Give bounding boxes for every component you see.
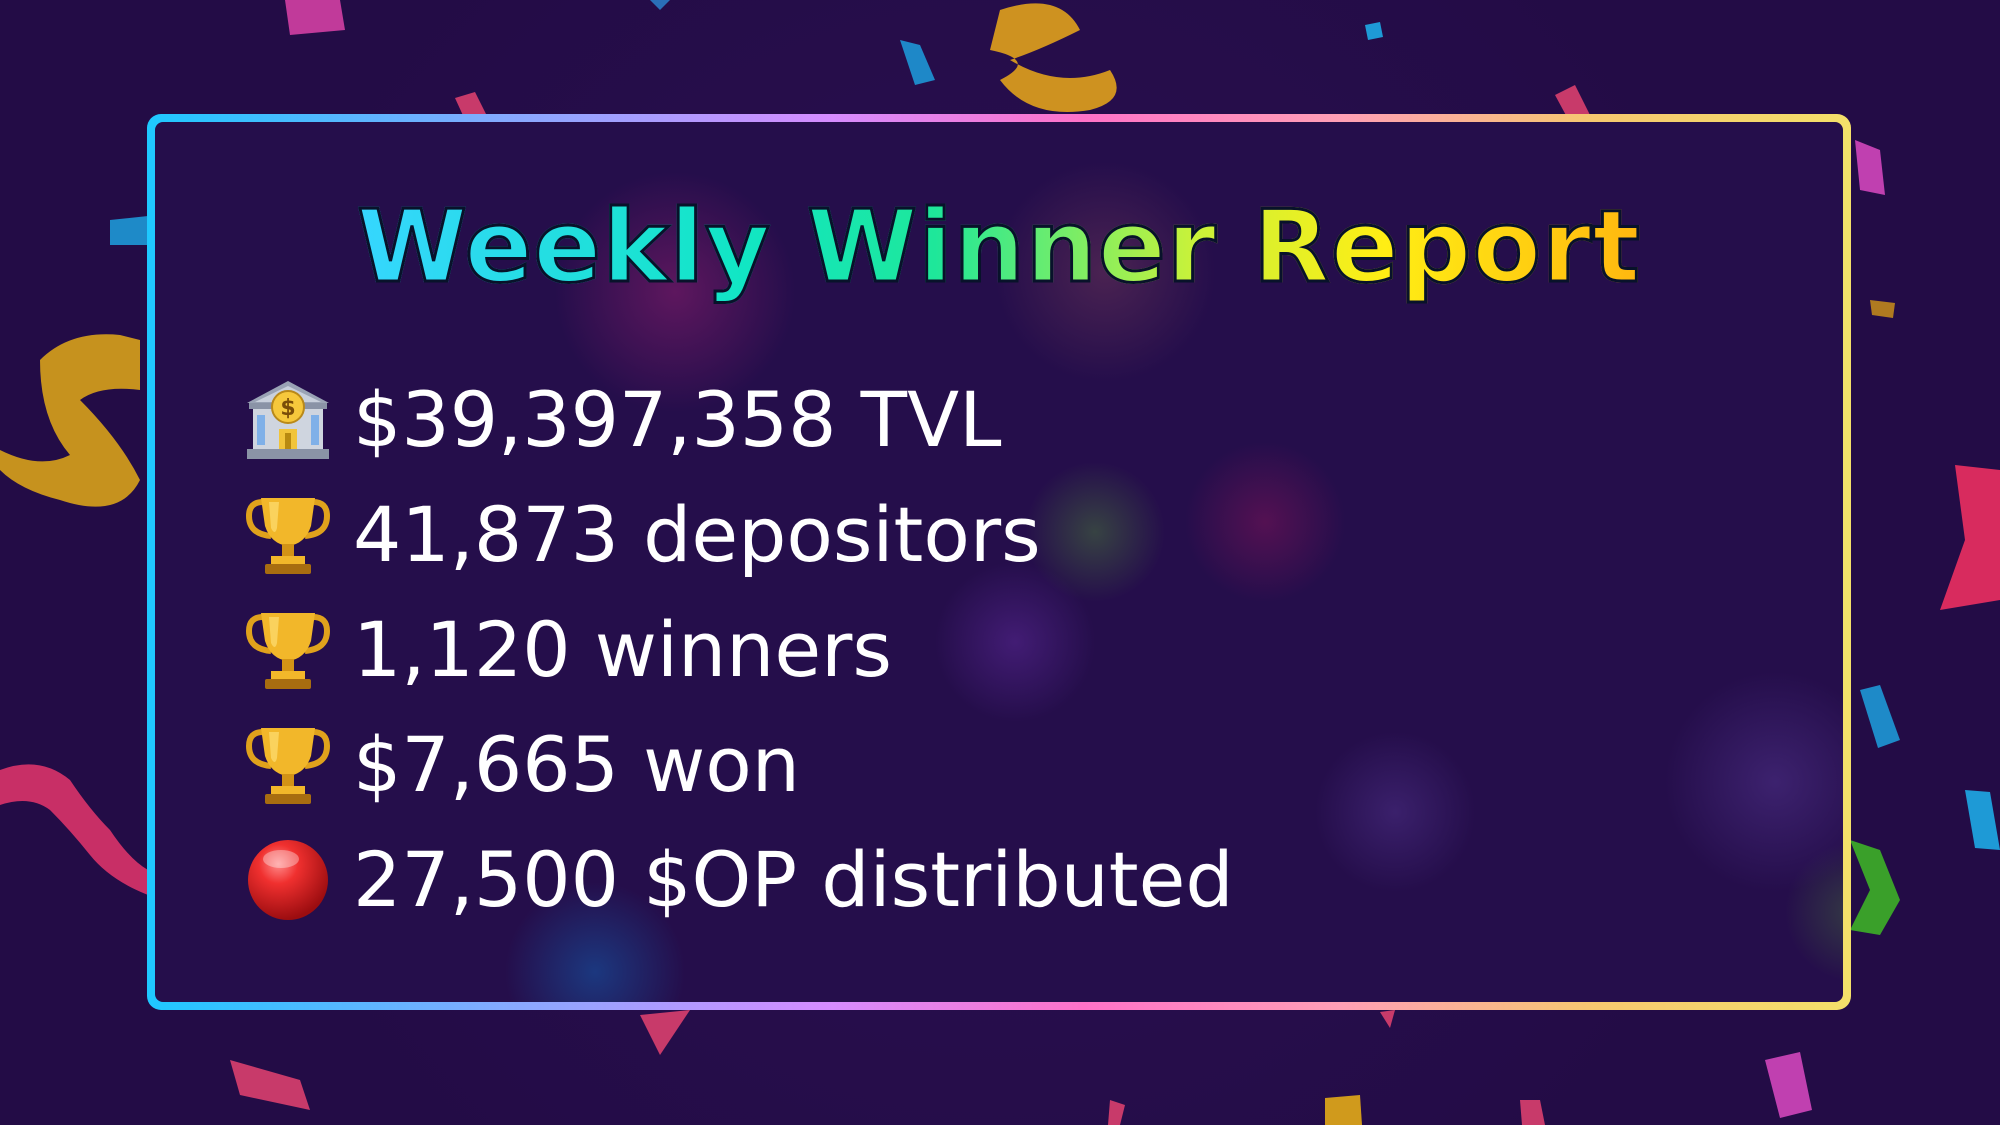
- confetti-piece: [1325, 1095, 1362, 1125]
- confetti-piece: [1108, 1100, 1125, 1125]
- page-title-text: Weekly Winner Report: [355, 187, 1642, 307]
- confetti-piece: [1365, 22, 1383, 40]
- confetti-ribbon: [1850, 840, 1900, 935]
- stat-tvl-text: $39,397,358 TVL: [353, 374, 1002, 464]
- confetti-ribbon: [0, 764, 148, 895]
- page-title: Weekly Winner Report: [155, 187, 1843, 307]
- confetti-piece: [650, 0, 670, 10]
- confetti-piece: [900, 40, 935, 85]
- confetti-ribbon: [990, 3, 1117, 112]
- stat-tvl: $ $39,397,358 TVL: [245, 362, 1234, 477]
- confetti-piece: [1860, 685, 1900, 748]
- confetti-piece: [1380, 1010, 1395, 1028]
- confetti-piece: [1855, 140, 1885, 195]
- confetti-piece: [230, 1060, 310, 1110]
- confetti-ribbon: [0, 334, 140, 507]
- confetti-piece: [1870, 300, 1895, 318]
- stats-list: $ $39,397,358 TVL 41,873 depositors: [245, 362, 1234, 937]
- stat-op-distributed: 27,500 $OP distributed: [245, 822, 1234, 937]
- confetti-piece: [1940, 465, 2000, 610]
- stat-depositors-text: 41,873 depositors: [353, 489, 1041, 579]
- trophy-icon: [245, 612, 331, 689]
- report-card: Weekly Winner Report $: [147, 114, 1851, 1010]
- confetti-piece: [1965, 790, 2000, 850]
- confetti-piece: [640, 1010, 690, 1055]
- trophy-icon: [245, 727, 331, 804]
- stat-winners: 1,120 winners: [245, 592, 1234, 707]
- confetti-piece: [110, 216, 148, 245]
- stat-won: $7,665 won: [245, 707, 1234, 822]
- confetti-piece: [1520, 1100, 1545, 1125]
- stat-op-distributed-text: 27,500 $OP distributed: [353, 834, 1234, 924]
- confetti-piece: [1765, 1052, 1812, 1118]
- stat-depositors: 41,873 depositors: [245, 477, 1234, 592]
- confetti-piece: [285, 0, 345, 35]
- stat-winners-text: 1,120 winners: [353, 604, 892, 694]
- report-card-panel: Weekly Winner Report $: [155, 122, 1843, 1002]
- stat-won-text: $7,665 won: [353, 719, 800, 809]
- bank-icon: $: [247, 380, 329, 459]
- svg-text:$: $: [280, 396, 295, 421]
- red-circle-icon: [248, 839, 328, 920]
- trophy-icon: [245, 497, 331, 574]
